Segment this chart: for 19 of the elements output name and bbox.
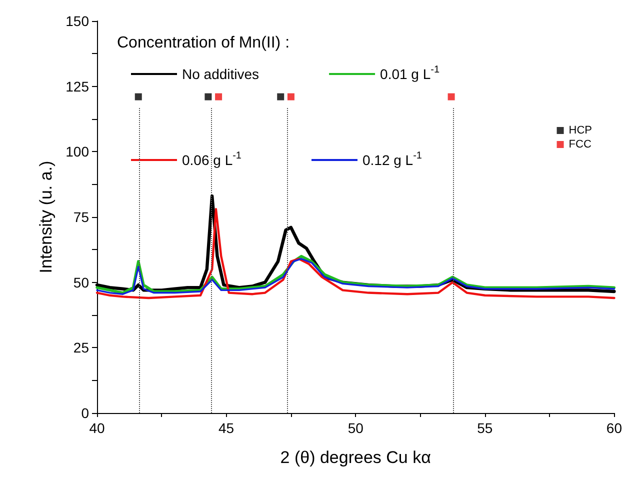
x-tick-label: 45 (218, 420, 234, 436)
x-tick-label: 40 (89, 420, 105, 436)
x-tick-label: 50 (348, 420, 364, 436)
legend-label: HCP (568, 124, 592, 136)
y-tick-label: 25 (73, 340, 90, 356)
y-tick-label: 0 (81, 405, 90, 421)
legend-label: No additives (182, 66, 260, 82)
line-series (96, 208, 616, 300)
y-tick-label: 125 (66, 78, 90, 94)
y-tick-label: 150 (66, 13, 90, 29)
x-tick-label: 60 (606, 420, 622, 436)
legend-title: Concentration of Mn(II) : (117, 34, 290, 52)
y-tick-label: 75 (73, 209, 90, 225)
y-tick-label: 50 (73, 274, 90, 290)
legend-label: FCC (568, 138, 592, 150)
y-axis-title: Intensity (u. a.) (36, 160, 56, 274)
y-tick-label: 100 (66, 144, 90, 160)
x-tick-label: 55 (477, 420, 493, 436)
x-axis-title: 2 (θ) degrees Cu kα (280, 448, 432, 467)
